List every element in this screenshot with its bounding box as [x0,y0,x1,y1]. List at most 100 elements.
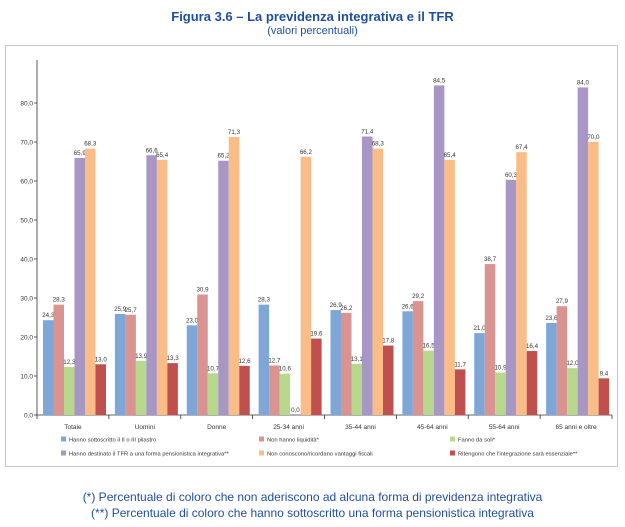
bar-mark [167,363,178,415]
bar-value-label: 26,9 [330,302,343,309]
bar-value-label: 12,7 [268,357,281,364]
bar-value-label: 30,9 [196,286,209,293]
bar-value-label: 60,3 [505,172,518,179]
bar-mark [311,338,322,415]
bar-value-label: 84,5 [433,77,446,84]
bar-mark [330,310,341,415]
bar-value-label: 16,5 [423,343,436,350]
y-tick-label: 80,0 [20,101,33,108]
bar-value-label: 65,2 [217,153,230,160]
legend-label: Fanno da soli* [458,438,496,444]
bar-mark [341,312,352,415]
bar-value-label: 66,6 [146,147,159,154]
bar-mark [146,155,157,415]
bar-value-label: 21,0 [473,325,486,332]
bar-value-label: 28,3 [53,297,66,304]
bar-mark [484,264,496,415]
bar-mark [383,345,394,415]
bar-mark [300,156,312,415]
bar-mark [433,85,445,415]
page-subtitle: (valori percentuali) [267,25,358,37]
y-tick-label: 20,0 [20,335,33,342]
legend-swatch [450,450,455,456]
legend-swatch [450,436,455,442]
bar-value-label: 12,0 [566,360,579,367]
x-category-label: 55-64 anni [489,424,520,431]
bar-value-label: 10,7 [207,365,220,372]
legend-label: Non conoscono/ricordano vantaggi fiscali [267,452,373,458]
bar-value-label: 17,8 [382,338,395,345]
x-category-label: 25-34 anni [273,424,304,431]
bar-mark [269,365,280,415]
bar-mark [74,157,85,415]
bar-mark [454,369,466,415]
bar-value-label: 24,3 [42,312,55,319]
bar-value-label: 13,0 [95,356,108,363]
x-category-label: Totale [64,424,82,431]
y-tick-label: 30,0 [20,296,33,303]
bar-value-label: 71,3 [228,129,241,136]
x-category-label: Donne [207,424,227,431]
bar-mark [444,159,455,415]
bar-mark [412,301,424,415]
bar-mark [526,351,538,415]
x-category-label: 65 anni e oltre [555,424,597,431]
bar-mark [556,306,568,415]
bar-value-label: 26,2 [340,305,353,312]
y-tick-label: 50,0 [20,218,33,225]
bar-mark [43,320,54,415]
bar-mark [516,152,527,415]
y-tick-label: 60,0 [20,179,33,186]
bar-value-label: 10,6 [279,366,292,373]
bar-mark [197,294,208,415]
y-tick-label: 10,0 [20,374,33,381]
legend-label: Ritengono che l'integrazione sarà essenz… [458,452,578,458]
y-tick-label: 0,0 [24,413,33,420]
x-category-label: 35-44 anni [345,424,376,431]
legend-label: Non hanno liquidità* [267,438,320,444]
bar-mark [423,350,434,415]
bar-mark [567,368,578,415]
bar-mark [402,311,413,415]
legend-swatch [259,450,264,456]
bar-mark [218,160,229,415]
bar-value-label: 67,4 [515,144,528,151]
bar-value-label: 23,0 [186,317,199,324]
bar-value-label: 25,9 [114,306,127,313]
bar-value-label: 0,0 [291,407,300,414]
bar-mark [239,365,250,415]
legend-label: Hanno sottoscritto il II o III pilastro [69,438,156,444]
footnote-subscribed: (**) Percentuale di coloro che hanno sot… [91,506,534,520]
bar-value-label: 29,2 [412,293,425,300]
bar-mark [351,363,362,415]
bar-mark [505,179,517,415]
bar-mark [85,148,96,415]
bar-value-label: 38,7 [484,256,497,263]
bar-mark [186,325,198,415]
chart-svg: 0,0 10,0 20,0 30,0 40,0 50,0 60,0 70,0 80,0 Total… [20,60,613,458]
bar-value-label: 11,7 [454,361,466,368]
bar-value-label: 28,3 [258,297,271,304]
bar-mark [95,364,106,415]
bar-value-label: 68,3 [84,141,97,148]
bar-value-label: 13,3 [167,355,180,362]
bar-value-label: 84,0 [577,79,590,86]
bar-value-label: 16,4 [526,343,539,350]
bar-mark [64,367,75,415]
bar-value-label: 27,9 [556,298,569,305]
y-tick-label: 70,0 [20,140,33,147]
x-category-label: 45-64 anni [417,424,448,431]
legend-label: Hanno destinato il TFR a una forma pensi… [69,452,229,458]
bar-value-label: 71,4 [361,129,374,136]
bar-value-label: 12,3 [63,359,76,366]
bar-mark [125,314,136,415]
bar-value-label: 19,6 [310,331,323,338]
footnote-no-adherence: (*) Percentuale di coloro che non aderis… [82,490,543,504]
bar-mark [258,304,270,415]
bar-value-label: 68,3 [372,141,385,148]
bar-mark [372,148,383,415]
legend-swatch [61,436,66,442]
bar-mark [546,322,557,415]
bar-mark [588,142,599,415]
bar-value-label: 13,1 [351,356,364,363]
